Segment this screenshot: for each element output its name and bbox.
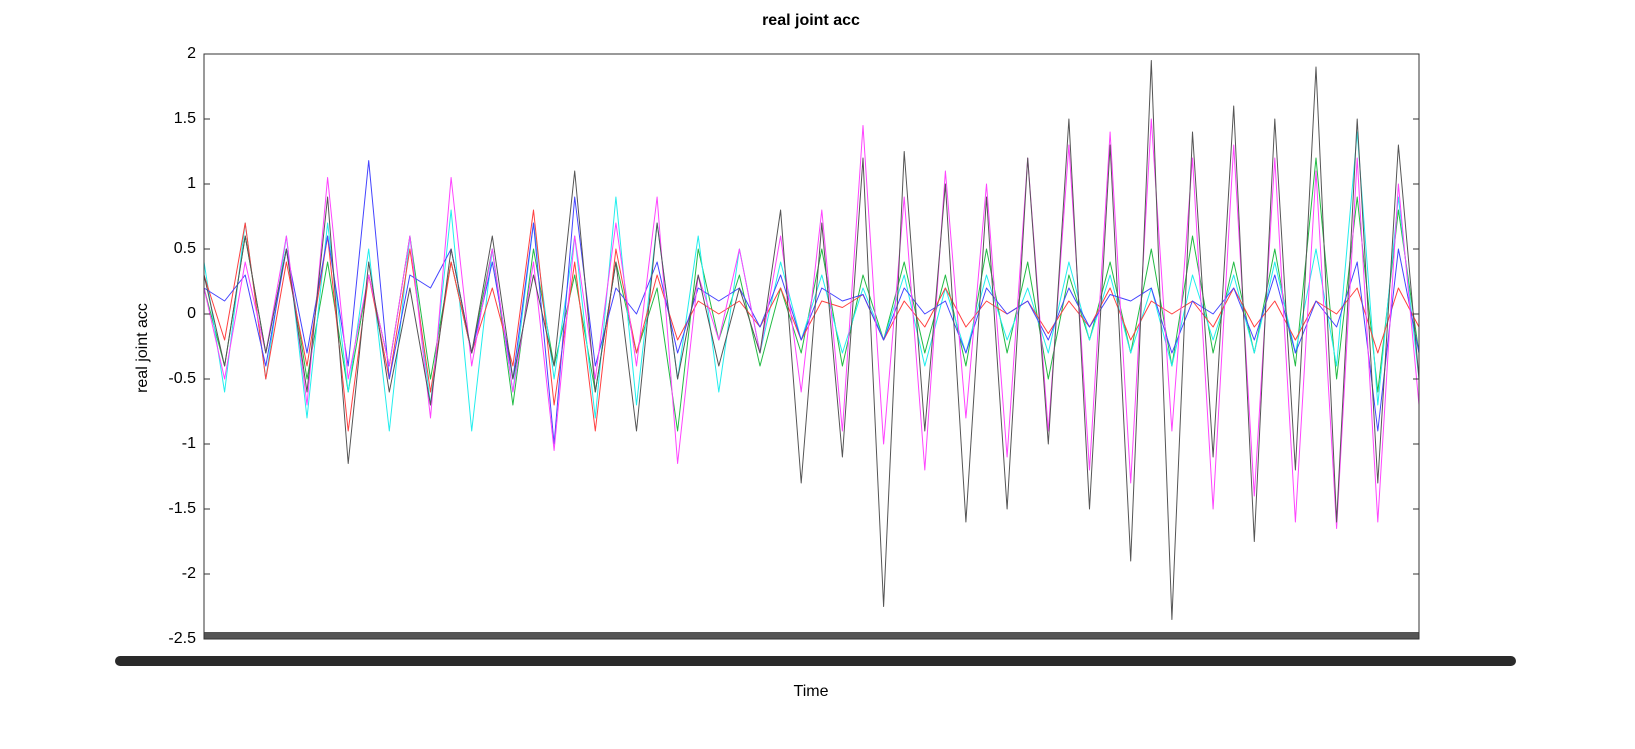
y-tick-label: 0.5 bbox=[174, 240, 196, 257]
x-tick-band bbox=[204, 632, 1419, 639]
y-tick-label: -2.5 bbox=[168, 630, 196, 647]
y-tick-label: 2 bbox=[187, 45, 196, 62]
x-axis-label: Time bbox=[794, 683, 829, 700]
series-line bbox=[203, 209, 1420, 432]
series-line bbox=[203, 118, 1420, 529]
y-tick-label: -1 bbox=[182, 435, 196, 452]
y-tick-label: -0.5 bbox=[168, 370, 196, 387]
y-axis-label: real joint acc bbox=[134, 303, 151, 393]
y-tick-label: 0 bbox=[187, 305, 196, 322]
y-tick-label: -1.5 bbox=[168, 500, 196, 517]
y-tick-label: 1 bbox=[187, 175, 196, 192]
x-tick-labels-blur bbox=[115, 656, 1516, 666]
plot-area bbox=[203, 60, 1420, 620]
chart-title: real joint acc bbox=[762, 12, 860, 29]
y-tick-label: -2 bbox=[182, 565, 196, 582]
series-line bbox=[203, 160, 1420, 445]
y-tick-label: 1.5 bbox=[174, 110, 196, 127]
series-line bbox=[203, 60, 1420, 620]
axes-frame bbox=[203, 53, 1420, 640]
